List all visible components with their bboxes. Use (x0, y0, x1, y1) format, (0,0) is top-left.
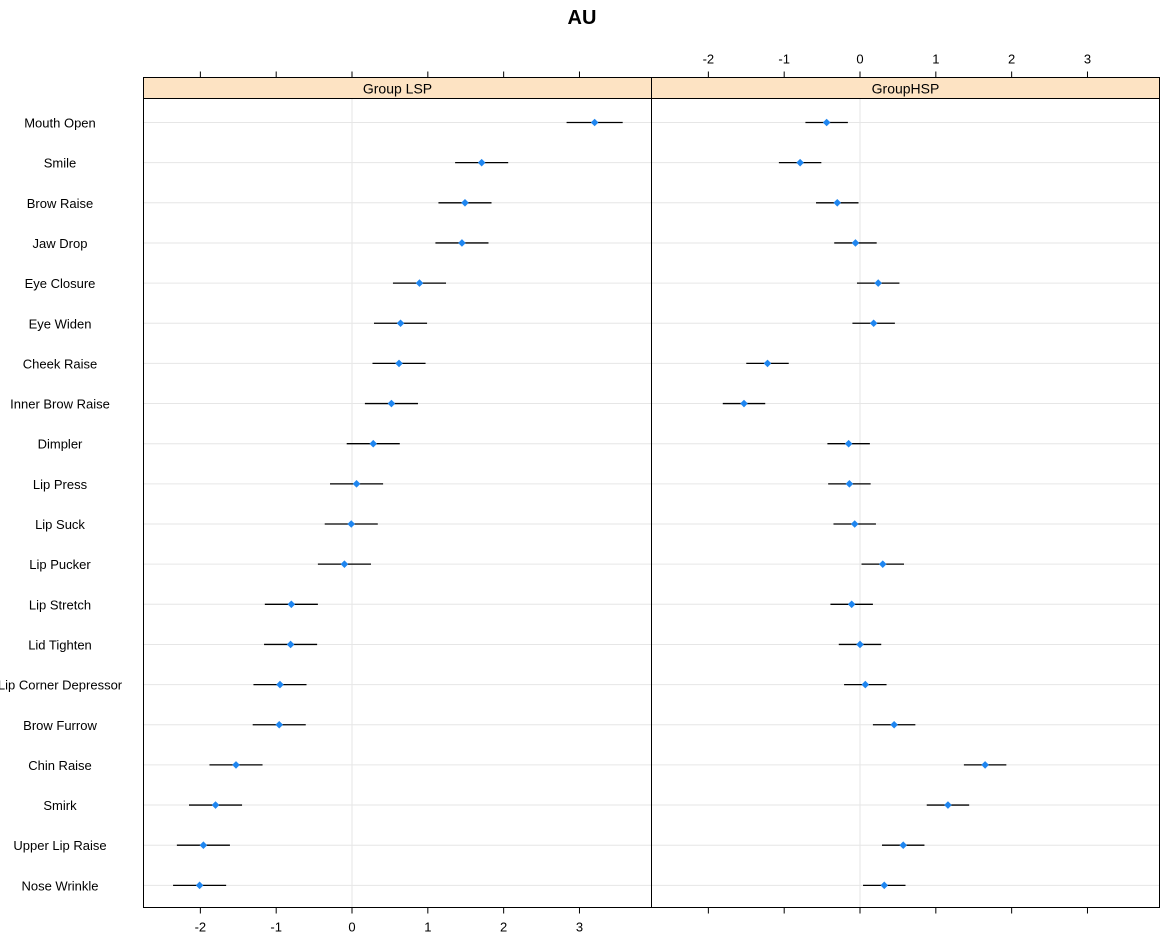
tick-label: 0 (348, 920, 355, 935)
panel: Group LSP -2 -1 0 1 2 3 (143, 71, 652, 935)
row-label: Smirk (43, 798, 77, 813)
data-point (369, 439, 378, 448)
tick-label: 2 (1008, 52, 1015, 67)
data-point (944, 801, 952, 809)
tick-label: 0 (856, 52, 863, 67)
row-label: Brow Raise (27, 196, 93, 211)
row-label: Lid Tighten (28, 637, 92, 652)
row-label: Lip Stretch (29, 597, 91, 612)
row-label: Mouth Open (24, 116, 96, 131)
panel: GroupHSP -2 -1 0 1 2 3 (651, 52, 1160, 914)
panel-strip-label: GroupHSP (872, 81, 940, 97)
row-label: Lip Pucker (29, 557, 91, 572)
row-label: Nose Wrinkle (21, 878, 98, 893)
data-point (590, 118, 599, 127)
tick-label: -1 (270, 920, 282, 935)
row-label: Lip Press (33, 477, 88, 492)
data-point (890, 720, 898, 729)
data-point (340, 560, 349, 568)
tick-label: 2 (500, 920, 507, 935)
data-point (880, 881, 889, 890)
data-point (878, 560, 887, 568)
data-point (195, 881, 204, 890)
tick-label: 1 (424, 920, 431, 935)
data-point (396, 319, 405, 328)
panel-strip-label: Group LSP (363, 81, 432, 97)
tick-label: -2 (195, 920, 207, 935)
row-label: Lip Suck (35, 517, 85, 532)
row-label: Jaw Drop (33, 236, 88, 251)
data-point (874, 279, 883, 287)
data-point (763, 359, 772, 368)
data-point (461, 199, 469, 207)
tick-label: 3 (1084, 52, 1091, 67)
tick-label: -1 (778, 52, 790, 67)
row-label: Lip Corner Depressor (0, 678, 123, 693)
row-label: Smile (44, 156, 77, 171)
data-point (211, 801, 220, 809)
data-point (851, 239, 860, 247)
row-label: Dimpler (38, 437, 83, 452)
row-label: Cheek Raise (23, 356, 97, 371)
data-point (850, 520, 859, 528)
data-point (822, 118, 831, 127)
data-point (847, 600, 856, 609)
data-point (869, 319, 878, 328)
data-point (856, 640, 864, 649)
data-point (796, 158, 804, 167)
data-point (740, 399, 748, 408)
row-label: Inner Brow Raise (10, 397, 110, 412)
tick-label: 1 (932, 52, 939, 67)
data-point (477, 158, 486, 167)
data-point (415, 279, 424, 287)
data-point (458, 239, 466, 247)
data-point (845, 480, 854, 488)
data-point (981, 761, 989, 769)
data-point (395, 359, 403, 368)
row-label: Brow Furrow (23, 718, 97, 733)
row-label: Eye Widen (29, 316, 92, 331)
data-point (387, 399, 396, 408)
data-point (844, 439, 853, 448)
data-point (199, 841, 208, 849)
data-point (899, 841, 908, 849)
tick-label: -2 (703, 52, 715, 67)
chart-title: AU (568, 7, 597, 29)
panel-frame (143, 98, 652, 908)
data-point (352, 480, 361, 488)
data-point (347, 520, 356, 528)
data-point (232, 761, 240, 769)
data-point (276, 680, 284, 689)
row-label: Chin Raise (28, 758, 92, 773)
data-point (833, 199, 842, 207)
panel-frame (651, 98, 1160, 908)
data-point (287, 600, 296, 609)
data-point (286, 640, 295, 649)
tick-label: 3 (576, 920, 583, 935)
data-point (275, 720, 284, 729)
panels-group: Mouth Open Smile Brow Raise Jaw Drop Eye Clo… (0, 52, 1160, 935)
row-label: Eye Closure (25, 276, 96, 291)
data-point (861, 680, 870, 689)
row-label: Upper Lip Raise (13, 838, 106, 853)
